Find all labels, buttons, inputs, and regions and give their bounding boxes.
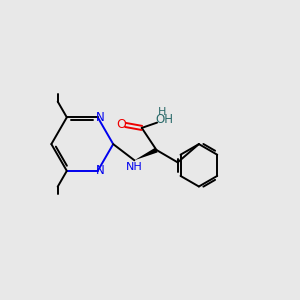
Polygon shape <box>134 148 158 160</box>
Text: N: N <box>96 111 104 124</box>
Text: O: O <box>116 118 126 131</box>
Text: H: H <box>158 107 166 117</box>
Text: OH: OH <box>155 112 173 126</box>
Text: N: N <box>96 164 104 177</box>
Text: NH: NH <box>126 162 143 172</box>
